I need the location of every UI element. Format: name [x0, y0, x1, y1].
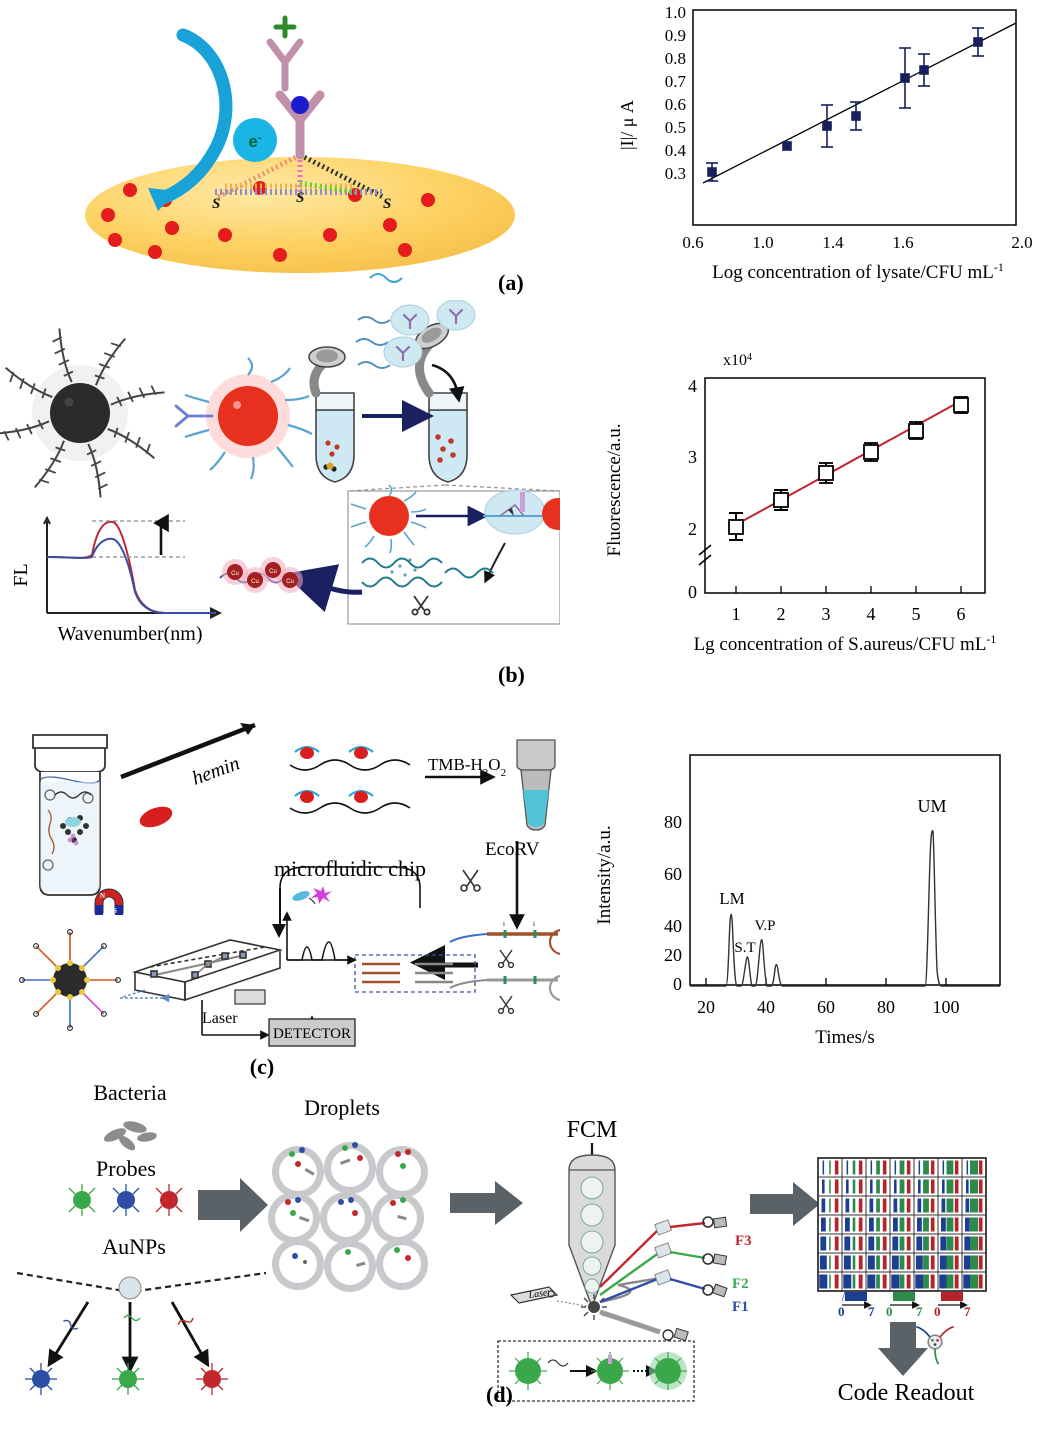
svg-text:1.0: 1.0 [752, 233, 773, 252]
svg-text:S: S [212, 196, 220, 212]
svg-text:Times/s: Times/s [815, 1027, 875, 1048]
svg-text:60: 60 [664, 864, 682, 884]
svg-text:LM: LM [719, 889, 745, 908]
svg-text:0: 0 [673, 974, 682, 994]
svg-text:20: 20 [697, 997, 715, 1017]
svg-text:0.3: 0.3 [665, 164, 686, 183]
svg-text:Wavenumber(nm): Wavenumber(nm) [58, 623, 203, 645]
svg-text:Droplets: Droplets [304, 1095, 380, 1120]
svg-text:80: 80 [664, 812, 682, 832]
svg-text:1: 1 [732, 604, 741, 624]
svg-text:Laser: Laser [202, 1010, 238, 1027]
svg-text:(b): (b) [498, 662, 525, 687]
svg-text:Cu: Cu [251, 579, 259, 585]
svg-text:0.7: 0.7 [665, 72, 687, 91]
svg-text:V.P: V.P [755, 918, 776, 934]
svg-text:AuNPs: AuNPs [102, 1234, 166, 1259]
svg-text:S: S [383, 196, 391, 212]
svg-text:0.5: 0.5 [665, 118, 686, 137]
svg-text:2.0: 2.0 [1011, 233, 1032, 252]
svg-text:Intensity/a.u.: Intensity/a.u. [594, 825, 615, 924]
svg-text:FL: FL [10, 563, 32, 586]
svg-text:0: 0 [838, 1304, 845, 1319]
svg-text:7: 7 [964, 1304, 971, 1319]
svg-text:Lg concentration of S.aureus/C: Lg concentration of S.aureus/CFU mL-1 [694, 632, 997, 655]
svg-text:20: 20 [664, 945, 682, 965]
svg-text:(c): (c) [250, 1054, 274, 1079]
svg-text:3: 3 [822, 604, 831, 624]
svg-text:0.6: 0.6 [665, 95, 686, 114]
svg-text:1.6: 1.6 [892, 233, 913, 252]
svg-text:UM: UM [917, 796, 946, 816]
svg-text:2: 2 [777, 604, 786, 624]
svg-text:2: 2 [688, 519, 697, 539]
svg-text:TMB-H2O2: TMB-H2O2 [428, 755, 506, 779]
svg-text:Cu: Cu [231, 571, 239, 577]
svg-text:1.0: 1.0 [665, 3, 686, 22]
svg-text:Log concentration of lysate/CF: Log concentration of lysate/CFU mL-1 [712, 260, 1004, 283]
svg-text:0.9: 0.9 [665, 26, 686, 45]
svg-text:F3: F3 [735, 1233, 752, 1249]
svg-text:80: 80 [877, 997, 895, 1017]
svg-text:Code Readout: Code Readout [838, 1380, 975, 1406]
svg-text:6: 6 [957, 604, 966, 624]
svg-text:S.T: S.T [734, 940, 755, 956]
svg-text:Cu: Cu [286, 579, 294, 585]
svg-text:i: i [503, 920, 505, 928]
svg-text:4: 4 [867, 604, 876, 624]
svg-text:x104: x104 [723, 352, 752, 370]
svg-text:Cu: Cu [269, 569, 277, 575]
svg-text:FCM: FCM [567, 1117, 618, 1143]
svg-text:DETECTOR: DETECTOR [273, 1026, 351, 1042]
svg-text:7: 7 [916, 1304, 923, 1319]
svg-text:0: 0 [934, 1304, 941, 1319]
svg-text:40: 40 [757, 997, 775, 1017]
svg-text:S: S [113, 907, 117, 915]
svg-text:0.8: 0.8 [665, 49, 686, 68]
svg-text:EcoRV: EcoRV [485, 839, 540, 860]
svg-text:1.4: 1.4 [822, 233, 844, 252]
svg-text:N: N [100, 892, 105, 900]
svg-text:0: 0 [688, 582, 697, 602]
svg-text:0.6: 0.6 [682, 233, 703, 252]
svg-text:i: i [533, 920, 535, 928]
svg-text:5: 5 [912, 604, 921, 624]
svg-text:7: 7 [868, 1304, 875, 1319]
svg-text:(d): (d) [486, 1382, 513, 1407]
svg-text:Probes: Probes [96, 1156, 156, 1181]
svg-text:|I|/ μ A: |I|/ μ A [617, 100, 637, 150]
svg-text:0: 0 [886, 1304, 893, 1319]
svg-text:hemin: hemin [189, 752, 242, 789]
svg-text:Bacteria: Bacteria [93, 1080, 167, 1105]
svg-text:100: 100 [933, 997, 960, 1017]
svg-text:40: 40 [664, 916, 682, 936]
svg-text:F1: F1 [732, 1299, 749, 1315]
svg-text:60: 60 [817, 997, 835, 1017]
svg-text:(a): (a) [498, 270, 524, 295]
svg-text:4: 4 [688, 376, 697, 396]
svg-text:S: S [296, 190, 304, 206]
svg-text:3: 3 [688, 447, 697, 467]
svg-text:0.4: 0.4 [665, 141, 687, 160]
svg-text:Fluorescence/a.u.: Fluorescence/a.u. [604, 424, 625, 557]
svg-text:F2: F2 [732, 1276, 749, 1292]
